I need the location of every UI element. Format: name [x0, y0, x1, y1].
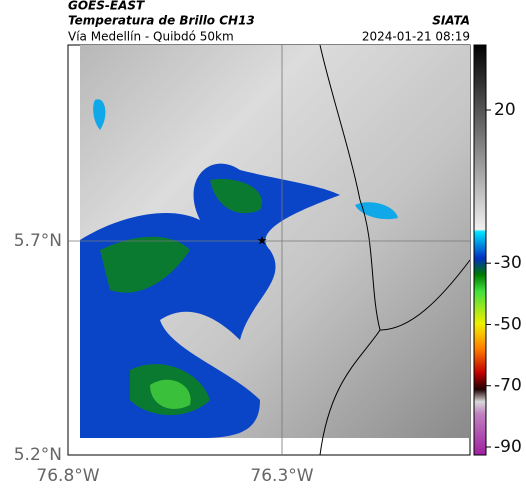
svg-text:★: ★ — [257, 234, 268, 248]
colorbar-label: 20 — [494, 100, 516, 120]
lat-label: 5.7°N — [14, 231, 62, 251]
datetime: 2024-01-21 08:19 — [362, 30, 470, 44]
colorbar-label: -50 — [494, 314, 522, 334]
colorbar-label: -30 — [494, 253, 522, 273]
source: SIATA — [432, 14, 470, 28]
lon-label: 76.8°W — [36, 466, 99, 486]
title: GOES-EAST — [68, 0, 145, 13]
lon-label: 76.3°W — [250, 466, 313, 486]
subtitle: Temperatura de Brillo CH13 — [68, 14, 255, 28]
map: ★ — [67, 44, 471, 456]
colorbar-label: -70 — [494, 376, 522, 396]
colorbar-label: -90 — [494, 437, 522, 457]
route: Vía Medellín - Quibdó 50km — [68, 30, 234, 44]
lat-label: 5.2°N — [14, 445, 62, 465]
colorbar — [473, 44, 487, 456]
